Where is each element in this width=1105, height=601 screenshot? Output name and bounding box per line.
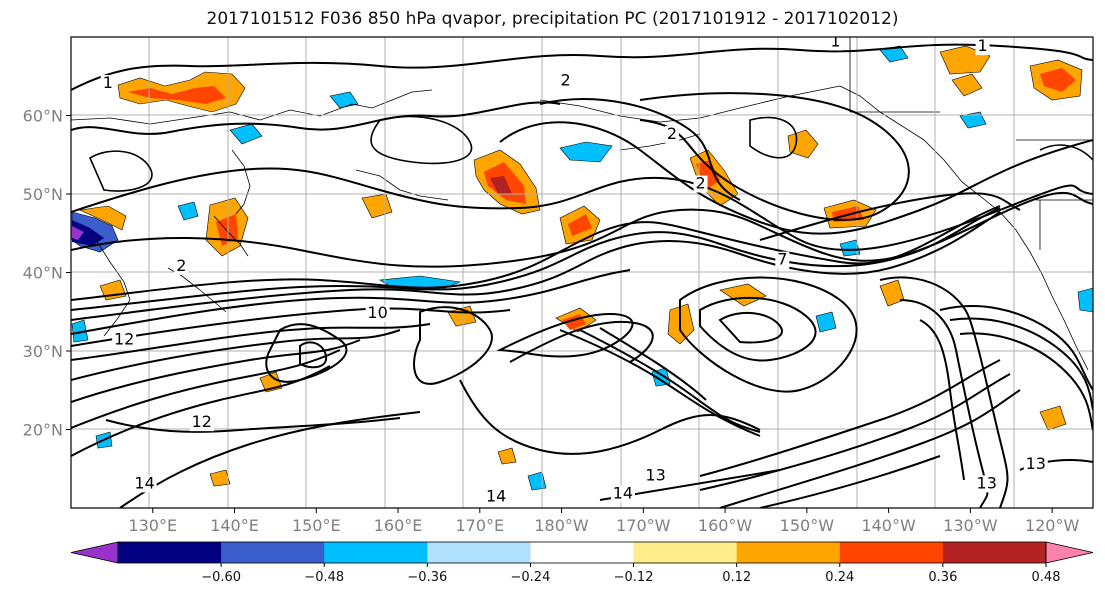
colorbar-segment [633, 542, 738, 563]
contour-label: 2 [667, 124, 677, 143]
contour-label-bg [558, 72, 573, 90]
colorbar-tick-label: 0.48 [1032, 570, 1061, 585]
coastlines [71, 37, 1093, 371]
colorbar-segment [839, 542, 944, 563]
colorbar-segment [736, 542, 841, 563]
lon-tick-label: 150°W [780, 516, 835, 535]
colorbar-segment [530, 542, 635, 563]
colorbar-tick-label: 0.24 [825, 570, 854, 585]
colorbar-tick-label: 0.12 [722, 570, 751, 585]
contour-label-bg [189, 414, 214, 432]
contour-label: 12 [192, 412, 212, 431]
colorbar-segment [221, 542, 325, 563]
lon-tick-label: 160°W [698, 516, 753, 535]
contour-label: 2 [561, 71, 571, 90]
map-title: 2017101512 F036 850 hPa qvapor, precipit… [206, 9, 899, 29]
contour-label-bg [484, 488, 509, 506]
colorbar-segment [942, 542, 1047, 563]
contour-label-bg [975, 38, 990, 56]
contour-label: 1 [978, 36, 988, 55]
contour-label-bg [1023, 455, 1048, 473]
colorbar-tick-label: 0.36 [928, 570, 957, 585]
lon-tick-label: 170°E [455, 516, 504, 535]
lat-tick-label: 20°N [23, 421, 63, 440]
colorbar-tick-label: −0.60 [201, 570, 241, 585]
contour-label-bg [112, 331, 137, 349]
colorbar-tick-label: −0.12 [614, 570, 654, 585]
lon-tick-label: 180°W [534, 516, 589, 535]
qvapor-contours [71, 43, 1093, 508]
contour-label-bg [828, 37, 843, 51]
colorbar-tick-label: −0.48 [304, 570, 344, 585]
lat-tick-label: 30°N [23, 342, 63, 361]
colorbar-frame [117, 541, 1047, 564]
colorbar-segment [324, 542, 428, 563]
contour-label-bg [974, 475, 999, 493]
lat-axis: 20°N 30°N 40°N 50°N 60°N [23, 107, 71, 440]
contour-label: 13 [977, 473, 997, 492]
contour-label: 14 [486, 487, 506, 506]
contour-label: 1 [103, 73, 113, 92]
colorbar-segment [118, 542, 222, 563]
contour-label-bg [610, 485, 635, 503]
lon-tick-label: 150°E [292, 516, 341, 535]
contour-label: 1 [830, 31, 840, 50]
contour-label-bg [132, 475, 157, 493]
colorbar-extend-high [1045, 541, 1094, 564]
colorbar-tick-label: −0.36 [407, 570, 447, 585]
lat-tick-label: 60°N [23, 107, 63, 126]
contour-label-bg [365, 305, 390, 323]
contour-label-bg [693, 175, 708, 193]
contour-label: 10 [367, 303, 387, 322]
contour-label: 7 [777, 250, 787, 269]
colorbar-extend-low [70, 541, 119, 564]
contour-label: 14 [613, 484, 633, 503]
colorbar-segment [427, 542, 531, 563]
lon-axis: 130°E 140°E 150°E 160°E 170°E 180°W 170°W 160°W… [128, 508, 1079, 535]
lon-tick-label: 120°W [1025, 516, 1080, 535]
lon-tick-label: 140°E [210, 516, 259, 535]
colorbar: −0.60 −0.48 −0.36 −0.24 −0.12 0.12 0.24 0.36 0.4… [70, 541, 1094, 585]
lon-tick-label: 140°W [861, 516, 916, 535]
lon-tick-label: 130°W [943, 516, 998, 535]
contour-label-bg [174, 257, 189, 275]
lon-tick-label: 130°E [128, 516, 177, 535]
lat-tick-label: 50°N [23, 185, 63, 204]
lon-tick-label: 170°W [616, 516, 671, 535]
contour-label: 12 [114, 330, 134, 349]
contour-label-bg [643, 467, 668, 485]
colorbar-tick-label: −0.24 [511, 570, 551, 585]
contour-label-bg [100, 75, 115, 93]
lon-tick-label: 160°E [374, 516, 423, 535]
contour-label-bg [775, 251, 790, 269]
contour-label: 14 [134, 473, 154, 492]
contour-label: 2 [176, 256, 186, 275]
contour-label-bg [664, 126, 679, 144]
contour-label: 2 [695, 174, 705, 193]
contour-label: 13 [645, 466, 665, 485]
contour-label: 13 [1026, 454, 1046, 473]
lat-tick-label: 40°N [23, 264, 63, 283]
